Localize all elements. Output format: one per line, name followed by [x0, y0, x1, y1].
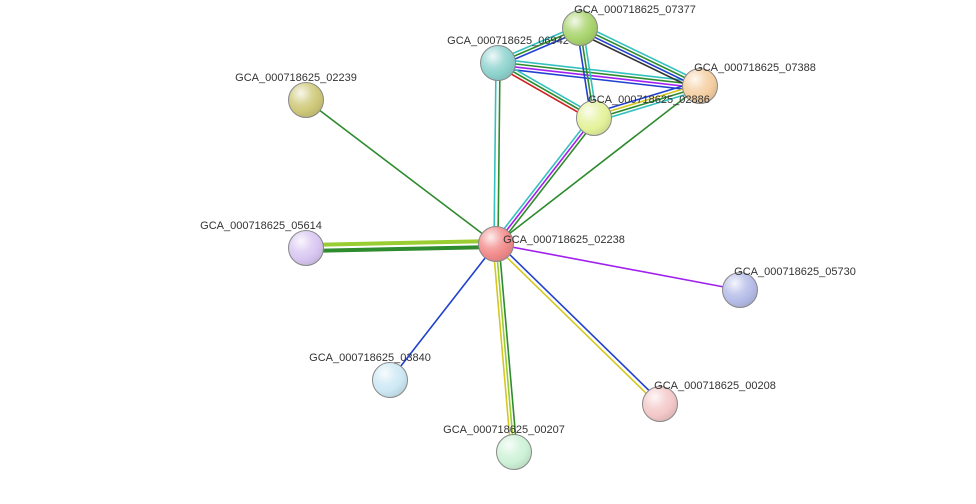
- edge: [494, 116, 592, 242]
- edge: [390, 244, 496, 380]
- edge: [496, 244, 514, 452]
- edge: [498, 63, 500, 244]
- edge: [578, 33, 698, 91]
- edge: [498, 120, 596, 246]
- network-node[interactable]: [642, 386, 678, 422]
- network-node[interactable]: [480, 45, 516, 81]
- edge: [496, 118, 594, 244]
- network-node[interactable]: [682, 68, 718, 104]
- network-node[interactable]: [496, 434, 532, 470]
- edge: [494, 63, 496, 244]
- network-node[interactable]: [288, 82, 324, 118]
- network-node[interactable]: [562, 10, 598, 46]
- network-canvas: GCA_000718625_02238GCA_000718625_06942GC…: [0, 0, 976, 504]
- network-node[interactable]: [372, 362, 408, 398]
- network-node[interactable]: [722, 272, 758, 308]
- network-node[interactable]: [576, 100, 612, 136]
- edge: [497, 243, 661, 403]
- edge: [306, 247, 496, 251]
- network-node[interactable]: [478, 226, 514, 262]
- network-node[interactable]: [288, 230, 324, 266]
- edge: [306, 241, 496, 245]
- edge: [306, 100, 496, 244]
